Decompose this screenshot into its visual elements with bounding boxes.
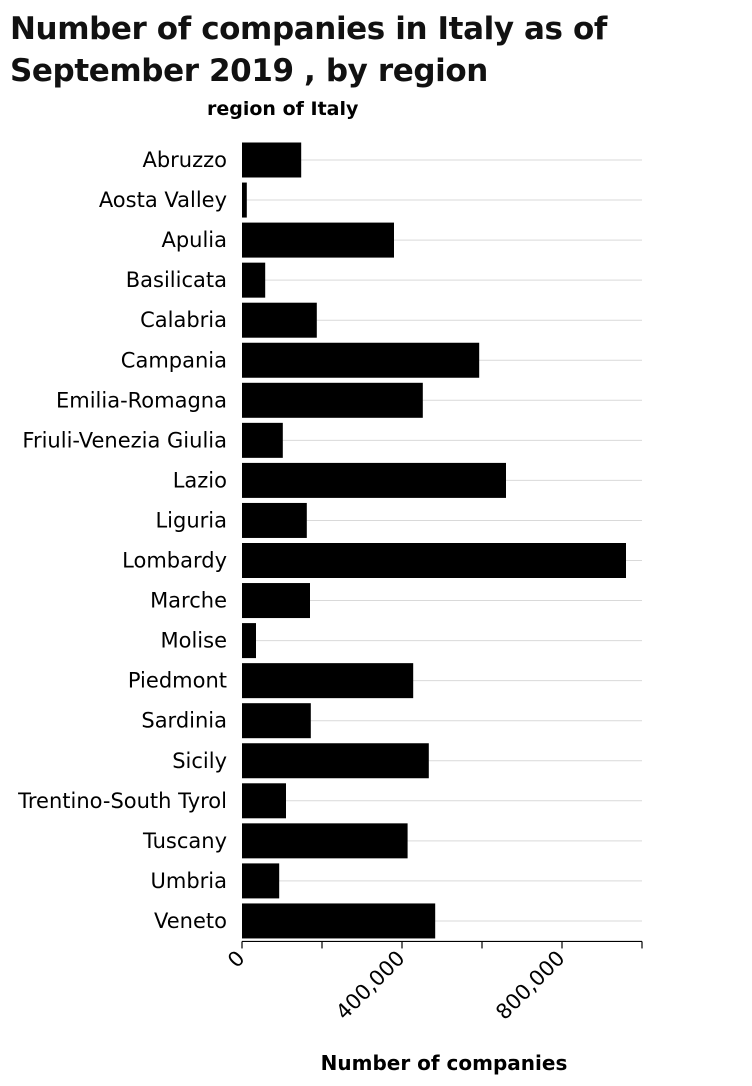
y-axis-title: region of Italy bbox=[207, 98, 359, 120]
category-label: Lombardy bbox=[122, 549, 227, 573]
bar bbox=[242, 663, 414, 699]
bar bbox=[242, 142, 302, 178]
x-axis-title: Number of companies bbox=[321, 1051, 568, 1075]
bar bbox=[242, 703, 311, 739]
bar bbox=[242, 342, 480, 378]
category-label: Trentino-South Tyrol bbox=[17, 789, 227, 813]
bar bbox=[242, 302, 317, 338]
bar bbox=[242, 422, 283, 458]
bar bbox=[242, 462, 506, 498]
category-label: Abruzzo bbox=[142, 148, 227, 172]
category-label: Umbria bbox=[151, 869, 228, 893]
gridlines bbox=[242, 159, 642, 922]
x-tick-label: 0 bbox=[223, 946, 249, 972]
category-label: Campania bbox=[121, 348, 227, 372]
category-label: Veneto bbox=[154, 909, 227, 933]
bar bbox=[242, 502, 307, 538]
category-label: Friuli-Venezia Giulia bbox=[22, 428, 227, 452]
bar bbox=[242, 623, 256, 659]
bar bbox=[242, 823, 408, 859]
category-label: Sardinia bbox=[141, 709, 227, 733]
category-label: Lazio bbox=[173, 468, 227, 492]
category-label: Sicily bbox=[172, 749, 227, 773]
category-label: Liguria bbox=[155, 508, 227, 532]
category-label: Basilicata bbox=[126, 268, 227, 292]
bar bbox=[242, 583, 310, 619]
category-label: Calabria bbox=[140, 308, 227, 332]
x-tick-label: 800,000 bbox=[491, 946, 569, 1024]
bars bbox=[242, 142, 626, 939]
category-label: Aosta Valley bbox=[99, 188, 227, 212]
category-label: Piedmont bbox=[128, 669, 227, 693]
category-label: Tuscany bbox=[142, 829, 227, 853]
bar bbox=[242, 863, 280, 899]
bar bbox=[242, 382, 423, 418]
x-tick-label: 400,000 bbox=[331, 946, 409, 1024]
category-labels: Abruzzo Aosta Valley Apulia Basilicata Calab… bbox=[17, 148, 227, 933]
category-label: Marche bbox=[150, 589, 227, 613]
bar bbox=[242, 182, 247, 218]
x-axis: 0 400,000 800,000 bbox=[223, 940, 643, 1024]
category-label: Emilia-Romagna bbox=[56, 388, 227, 412]
bar bbox=[242, 743, 429, 779]
bar bbox=[242, 543, 626, 578]
bar bbox=[242, 903, 436, 939]
chart-title: Number of companies in Italy as of Septe… bbox=[10, 11, 607, 89]
category-label: Apulia bbox=[161, 228, 227, 252]
bar bbox=[242, 262, 266, 298]
bar bbox=[242, 222, 394, 258]
category-label: Molise bbox=[161, 629, 228, 653]
bar bbox=[242, 783, 286, 819]
